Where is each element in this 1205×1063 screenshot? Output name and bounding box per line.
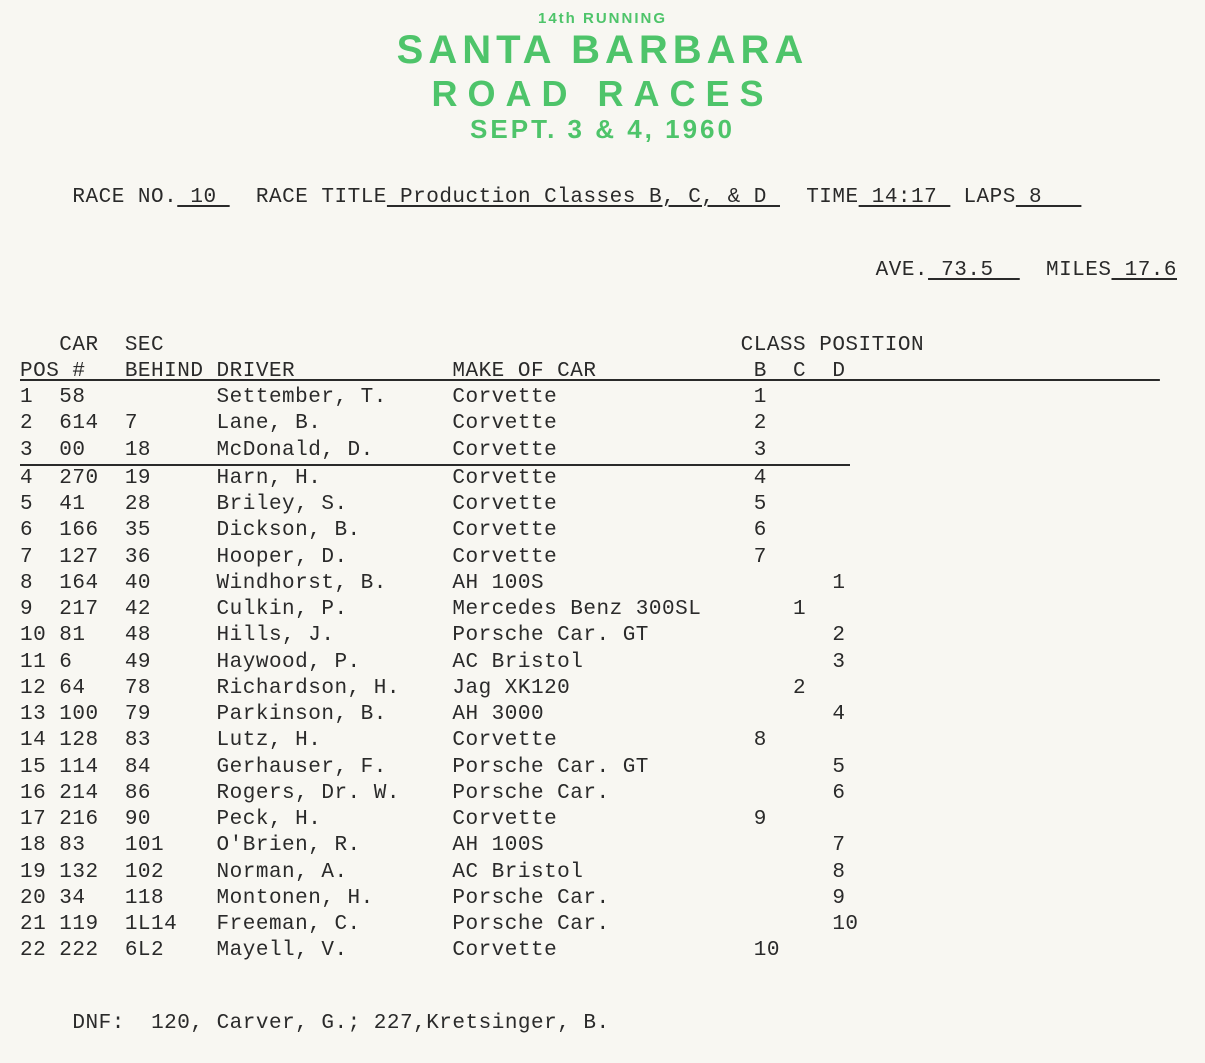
laps-value: 8 (1016, 186, 1082, 209)
dnf-line: DNF: 120, Carver, G.; 227,Kretsinger, B. (20, 985, 1185, 1063)
table-row: 21 119 1L14 Freeman, C. Porsche Car. 10 (20, 912, 1185, 938)
table-row: 19 132 102 Norman, A. AC Bristol 8 (20, 860, 1185, 886)
results-table: CAR SEC CLASS POSITIONPOS # BEHIND DRIVE… (20, 333, 1185, 965)
dnf-label: DNF: (72, 1012, 124, 1035)
race-meta-line-2: AVE. 73.5 MILES 17.6 (20, 236, 1185, 305)
table-row: 5 41 28 Briley, S. Corvette 5 (20, 492, 1185, 518)
race-no-label: RACE NO. (72, 186, 177, 209)
table-row: 7 127 36 Hooper, D. Corvette 7 (20, 545, 1185, 571)
ave-value: 73.5 (928, 259, 1020, 282)
header-line-1: 14th RUNNING (20, 10, 1185, 27)
time-label: TIME (806, 186, 858, 209)
table-row: 15 114 84 Gerhauser, F. Porsche Car. GT … (20, 755, 1185, 781)
table-row: 11 6 49 Haywood, P. AC Bristol 3 (20, 650, 1185, 676)
miles-label: MILES (1046, 259, 1112, 282)
table-header-row-1: CAR SEC CLASS POSITION (20, 333, 1185, 359)
time-value: 14:17 (859, 186, 951, 209)
table-row: 1 58 Settember, T. Corvette 1 (20, 385, 1185, 411)
table-body: 1 58 Settember, T. Corvette 1 2 614 7 La… (20, 385, 1185, 965)
ave-label: AVE. (876, 259, 928, 282)
table-row: 16 214 86 Rogers, Dr. W. Porsche Car. 6 (20, 781, 1185, 807)
race-meta-line-1: RACE NO. 10 RACE TITLE Production Classe… (20, 163, 1185, 232)
table-row: 8 164 40 Windhorst, B. AH 100S 1 (20, 571, 1185, 597)
race-no-value: 10 (177, 186, 229, 209)
event-header: 14th RUNNING SANTA BARBARA ROAD RACES SE… (20, 10, 1185, 145)
dnf-text: 120, Carver, G.; 227,Kretsinger, B. (151, 1012, 610, 1035)
table-row: 3 00 18 McDonald, D. Corvette 3 (20, 438, 1185, 464)
header-line-3: ROAD RACES (20, 73, 1185, 114)
table-row: 10 81 48 Hills, J. Porsche Car. GT 2 (20, 623, 1185, 649)
race-title-label: RACE TITLE (256, 186, 387, 209)
page: 14th RUNNING SANTA BARBARA ROAD RACES SE… (0, 0, 1205, 988)
table-row: 20 34 118 Montonen, H. Porsche Car. 9 (20, 886, 1185, 912)
race-title-value: Production Classes B, C, & D (387, 186, 780, 209)
header-line-4: SEPT. 3 & 4, 1960 (20, 115, 1185, 145)
laps-label: LAPS (963, 186, 1015, 209)
table-row: 12 64 78 Richardson, H. Jag XK120 2 (20, 676, 1185, 702)
table-header-row-2: POS # BEHIND DRIVER MAKE OF CAR B C D (20, 359, 1185, 385)
table-row: 13 100 79 Parkinson, B. AH 3000 4 (20, 702, 1185, 728)
table-row: 4 270 19 Harn, H. Corvette 4 (20, 466, 1185, 492)
table-row: 18 83 101 O'Brien, R. AH 100S 7 (20, 833, 1185, 859)
table-row: 6 166 35 Dickson, B. Corvette 6 (20, 518, 1185, 544)
miles-value: 17.6 (1111, 259, 1177, 282)
header-line-2: SANTA BARBARA (20, 27, 1185, 73)
table-row: 2 614 7 Lane, B. Corvette 2 (20, 411, 1185, 437)
table-row: 9 217 42 Culkin, P. Mercedes Benz 300SL … (20, 597, 1185, 623)
table-row: 17 216 90 Peck, H. Corvette 9 (20, 807, 1185, 833)
table-row: 22 222 6L2 Mayell, V. Corvette 10 (20, 938, 1185, 964)
table-header: CAR SEC CLASS POSITIONPOS # BEHIND DRIVE… (20, 333, 1185, 386)
table-row: 14 128 83 Lutz, H. Corvette 8 (20, 728, 1185, 754)
